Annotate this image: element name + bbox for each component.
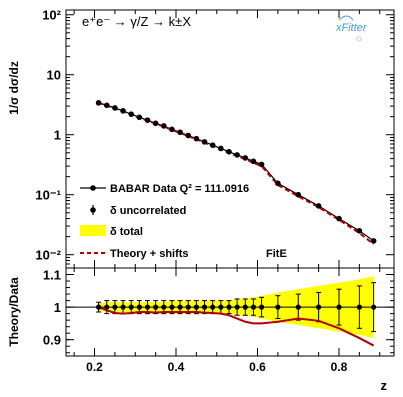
x-tick-label: 0.8 bbox=[331, 360, 348, 374]
main-series bbox=[95, 100, 377, 245]
y-tick-label-ratio: 1 bbox=[54, 300, 61, 315]
data-point bbox=[185, 132, 192, 139]
ratio-point bbox=[144, 304, 151, 310]
legend-theory-label: Theory + shifts bbox=[110, 248, 189, 260]
ratio-point bbox=[371, 304, 377, 310]
ratio-point bbox=[250, 304, 257, 310]
ratio-point bbox=[234, 304, 240, 310]
legend-total-label: δ total bbox=[110, 226, 143, 238]
ratio-point bbox=[153, 304, 159, 310]
ratio-point bbox=[356, 304, 362, 310]
data-line bbox=[98, 102, 374, 242]
data-point bbox=[120, 108, 126, 114]
ratio-point bbox=[104, 304, 110, 310]
x-tick-label: 0.4 bbox=[168, 360, 185, 374]
legend-total-box bbox=[80, 225, 106, 236]
theory-line bbox=[98, 101, 375, 245]
data-point bbox=[201, 139, 208, 145]
y-tick-label-main: 1 bbox=[54, 128, 61, 143]
data-point bbox=[128, 111, 134, 117]
ratio-point bbox=[95, 304, 102, 310]
data-point bbox=[103, 102, 110, 109]
ratio-point bbox=[185, 304, 191, 310]
logo-text: xFitter bbox=[335, 22, 368, 34]
y-tick-label-main: 10⁻¹ bbox=[35, 188, 61, 203]
axis-ticks: 0.2 0.4 0.6 0.8 10² 10 1 10⁻¹ 10⁻² 1.1 1 0.9 bbox=[35, 8, 394, 374]
data-point bbox=[169, 126, 175, 133]
ratio-point bbox=[161, 304, 167, 310]
ratio-point bbox=[193, 304, 199, 310]
legend: BABAR Data Q² = 111.0916 δ uncorrelated … bbox=[80, 183, 287, 260]
y-tick-label-main: 10 bbox=[47, 68, 61, 83]
ratio-theory-line bbox=[98, 306, 375, 347]
ratio-y-label: Theory/Data bbox=[7, 277, 21, 347]
data-point bbox=[193, 135, 200, 142]
x-tick-label: 0.6 bbox=[249, 360, 266, 374]
data-point bbox=[136, 114, 143, 121]
data-point bbox=[95, 100, 102, 106]
ratio-points bbox=[95, 304, 377, 310]
ratio-point bbox=[169, 304, 175, 310]
ratio-point bbox=[218, 304, 224, 310]
ratio-point bbox=[275, 304, 281, 310]
legend-uncorr-marker bbox=[90, 207, 96, 213]
y-tick-label-ratio: 1.1 bbox=[43, 268, 61, 283]
y-tick-label-ratio: 0.9 bbox=[43, 333, 61, 348]
data-point bbox=[315, 203, 322, 209]
x-label: z bbox=[381, 378, 388, 393]
ratio-point bbox=[316, 304, 322, 310]
data-point bbox=[144, 117, 151, 123]
ratio-point bbox=[201, 304, 208, 310]
data-point bbox=[295, 191, 302, 198]
data-point bbox=[275, 180, 281, 187]
ratio-point bbox=[112, 304, 118, 310]
data-point bbox=[177, 129, 183, 136]
data-point bbox=[152, 120, 159, 127]
data-point bbox=[258, 161, 265, 168]
data-point bbox=[336, 215, 342, 222]
legend-data-label: BABAR Data Q² = 111.0916 bbox=[110, 183, 249, 195]
fit-annotation: FitE bbox=[266, 248, 287, 260]
data-point bbox=[112, 105, 118, 111]
y-tick-label-main: 10⁻² bbox=[35, 248, 61, 263]
ratio-point bbox=[295, 304, 301, 310]
legend-data-marker bbox=[90, 185, 96, 191]
data-point bbox=[218, 145, 224, 152]
ratio-point bbox=[210, 304, 216, 310]
ratio-point bbox=[128, 304, 134, 310]
ratio-point bbox=[258, 304, 265, 310]
data-point bbox=[250, 158, 257, 165]
ratio-point bbox=[242, 304, 248, 310]
logo-swoosh bbox=[338, 15, 354, 21]
data-point bbox=[160, 123, 167, 129]
ratio-point bbox=[226, 304, 232, 310]
ratio-plot-frame bbox=[65, 267, 395, 357]
chart-title: e⁺e⁻ → γ/Z → k±X bbox=[82, 14, 191, 29]
ratio-point bbox=[336, 304, 342, 310]
logo-dot bbox=[356, 36, 362, 42]
ratio-point bbox=[120, 304, 126, 310]
ratio-point bbox=[177, 304, 183, 310]
data-point bbox=[356, 228, 363, 234]
y-tick-label-main: 10² bbox=[42, 8, 61, 23]
data-point bbox=[226, 148, 232, 155]
ratio-theory-curve bbox=[98, 306, 375, 347]
data-point bbox=[234, 152, 240, 158]
x-tick-label: 0.2 bbox=[86, 360, 103, 374]
data-point bbox=[209, 142, 216, 148]
xfitter-logo: xFitter bbox=[335, 15, 368, 42]
data-point bbox=[370, 238, 377, 244]
data-point bbox=[242, 155, 249, 161]
main-y-label: 1/σ dσ/dz bbox=[7, 61, 21, 115]
ratio-point bbox=[136, 304, 142, 310]
legend-uncorr-label: δ uncorrelated bbox=[110, 205, 186, 217]
